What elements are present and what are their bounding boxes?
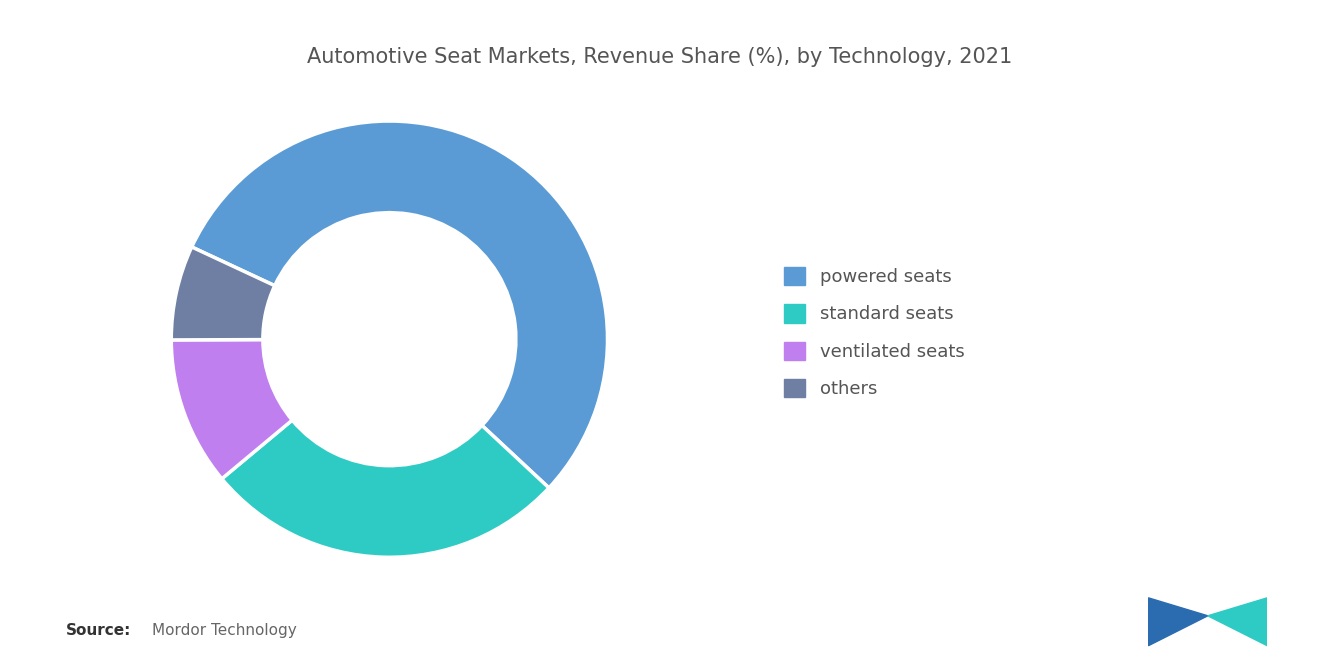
Text: Source:: Source: [66, 623, 132, 638]
Wedge shape [191, 121, 607, 488]
Polygon shape [1172, 622, 1243, 646]
Polygon shape [1208, 598, 1267, 646]
Wedge shape [222, 420, 549, 557]
Wedge shape [172, 247, 275, 340]
Text: Mordor Technology: Mordor Technology [152, 623, 297, 638]
Wedge shape [172, 340, 292, 479]
Legend: powered seats, standard seats, ventilated seats, others: powered seats, standard seats, ventilate… [775, 258, 974, 407]
Text: Automotive Seat Markets, Revenue Share (%), by Technology, 2021: Automotive Seat Markets, Revenue Share (… [308, 47, 1012, 66]
Polygon shape [1148, 598, 1208, 646]
